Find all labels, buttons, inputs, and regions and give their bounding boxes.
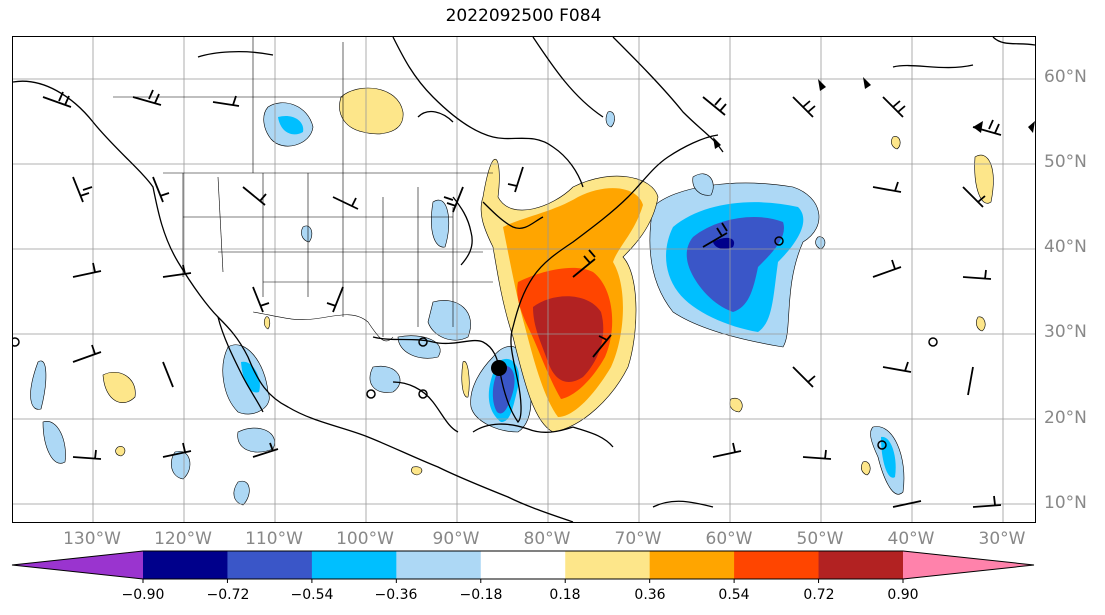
colorbar-tick: −0.54 xyxy=(290,587,334,603)
colorbar-tick: −0.18 xyxy=(459,587,503,603)
map-panel xyxy=(12,36,1036,523)
lon-label-50w: 50°W xyxy=(796,529,844,549)
colorbar-extend-high xyxy=(903,551,1034,579)
lon-label-60w: 60°W xyxy=(705,529,753,549)
lon-label-120w: 120°W xyxy=(154,529,212,549)
lat-label-50n: 50°N xyxy=(1044,152,1087,172)
colorbar-tick: 0.90 xyxy=(887,587,919,603)
lon-label-110w: 110°W xyxy=(245,529,303,549)
colorbar-tick: −0.90 xyxy=(121,587,165,603)
wind-barbs xyxy=(42,89,1002,508)
coastlines xyxy=(13,37,1035,522)
colorbar-segments xyxy=(11,550,1035,580)
lat-label-10n: 10°N xyxy=(1044,493,1087,513)
colorbar-segment xyxy=(227,551,313,579)
colorbar-segment xyxy=(143,551,228,579)
map-canvas xyxy=(13,37,1035,522)
colorbar-segment xyxy=(396,551,482,579)
calm-wind-circles xyxy=(13,236,938,450)
map-title: 2022092500 F084 xyxy=(445,6,602,26)
lon-label-130w: 130°W xyxy=(63,529,121,549)
political-borders xyxy=(113,37,493,342)
positive-anomaly-shading xyxy=(102,87,994,476)
colorbar-tick: 0.54 xyxy=(718,587,750,603)
lat-label-40n: 40°N xyxy=(1044,237,1087,257)
lon-label-40w: 40°W xyxy=(887,529,935,549)
colorbar-tick: 0.72 xyxy=(803,587,835,603)
wind-barb-flags xyxy=(713,77,1035,149)
lon-label-70w: 70°W xyxy=(614,529,662,549)
lon-label-30w: 30°W xyxy=(978,529,1026,549)
colorbar-tick: −0.36 xyxy=(374,587,418,603)
lon-label-80w: 80°W xyxy=(523,529,571,549)
lon-label-90w: 90°W xyxy=(432,529,480,549)
colorbar-tick: −0.72 xyxy=(206,587,250,603)
colorbar-tick: 0.18 xyxy=(549,587,581,603)
colorbar-tick: 0.36 xyxy=(634,587,666,603)
colorbar-segment xyxy=(734,551,820,579)
colorbar-segment xyxy=(565,551,651,579)
colorbar-segment xyxy=(480,551,566,579)
lat-label-20n: 20°N xyxy=(1044,408,1087,428)
colorbar-extend-low xyxy=(12,551,143,579)
lat-label-30n: 30°N xyxy=(1044,322,1087,342)
cyclone-center-marker xyxy=(491,360,507,376)
colorbar-segment xyxy=(818,551,904,579)
colorbar-segment xyxy=(649,551,735,579)
negative-anomaly-shading xyxy=(30,102,905,506)
lat-label-60n: 60°N xyxy=(1044,67,1087,87)
lon-label-100w: 100°W xyxy=(336,529,394,549)
colorbar-segment xyxy=(311,551,397,579)
